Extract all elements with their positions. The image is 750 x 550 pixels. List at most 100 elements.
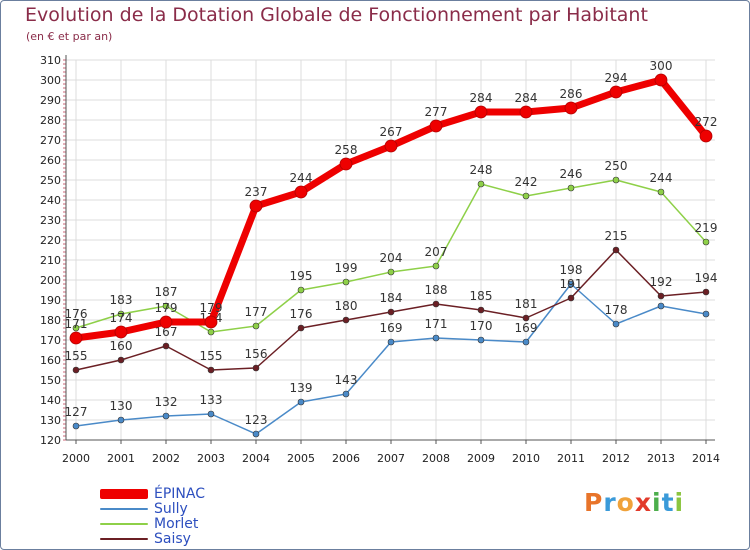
data-label-saisy: 167 xyxy=(155,325,178,339)
data-point-morlet xyxy=(432,262,440,270)
legend-swatch-epinac xyxy=(100,489,148,499)
data-point-sully xyxy=(522,338,530,346)
data-label-morlet: 207 xyxy=(425,245,448,259)
data-point--pinac xyxy=(294,185,308,199)
y-tick-label: 240 xyxy=(40,194,61,207)
data-label-sully: 139 xyxy=(290,381,313,395)
data-label-saisy: 194 xyxy=(695,271,718,285)
data-label--pinac: 179 xyxy=(200,301,223,315)
data-point-morlet xyxy=(477,180,485,188)
data-label-morlet: 195 xyxy=(290,269,313,283)
data-point-sully xyxy=(342,390,350,398)
x-tick-label: 2002 xyxy=(152,452,180,465)
legend-label-epinac: ÉPINAC xyxy=(154,486,205,502)
data-label-sully: 123 xyxy=(245,413,268,427)
y-tick-label: 170 xyxy=(40,334,61,347)
data-point--pinac xyxy=(564,101,578,115)
data-point--pinac xyxy=(114,325,128,339)
data-label--pinac: 237 xyxy=(245,185,268,199)
data-point-saisy xyxy=(297,324,305,332)
data-point--pinac xyxy=(159,315,173,329)
legend-label-saisy: Saisy xyxy=(154,531,191,547)
y-tick-label: 250 xyxy=(40,174,61,187)
data-label-sully: 171 xyxy=(425,317,448,331)
data-label-sully: 169 xyxy=(380,321,403,335)
data-point-morlet xyxy=(342,278,350,286)
legend-swatch-sully xyxy=(100,508,148,510)
data-label-morlet: 183 xyxy=(110,293,133,307)
data-label--pinac: 272 xyxy=(695,115,718,129)
data-label-morlet: 250 xyxy=(605,159,628,173)
logo-letter: o xyxy=(616,488,635,517)
data-label-morlet: 246 xyxy=(560,167,583,181)
y-tick-label: 190 xyxy=(40,294,61,307)
data-point-sully xyxy=(162,412,170,420)
data-point-saisy xyxy=(252,364,260,372)
x-tick-label: 2000 xyxy=(62,452,90,465)
data-point-sully xyxy=(117,416,125,424)
data-label-saisy: 191 xyxy=(560,277,583,291)
data-label--pinac: 258 xyxy=(335,143,358,157)
data-point-saisy xyxy=(432,300,440,308)
data-point-saisy xyxy=(612,246,620,254)
data-point--pinac xyxy=(339,157,353,171)
data-label--pinac: 286 xyxy=(560,87,583,101)
y-tick-label: 150 xyxy=(40,374,61,387)
data-label-morlet: 248 xyxy=(470,163,493,177)
data-label-saisy: 176 xyxy=(290,307,313,321)
data-label--pinac: 244 xyxy=(290,171,313,185)
data-label-saisy: 188 xyxy=(425,283,448,297)
y-tick-label: 290 xyxy=(40,94,61,107)
data-label--pinac: 267 xyxy=(380,125,403,139)
legend-swatch-saisy xyxy=(100,538,148,540)
x-tick-label: 2014 xyxy=(692,452,720,465)
data-label-saisy: 215 xyxy=(605,229,628,243)
data-label-saisy: 184 xyxy=(380,291,403,305)
y-tick-label: 270 xyxy=(40,134,61,147)
data-label-sully: 178 xyxy=(605,303,628,317)
data-label--pinac: 174 xyxy=(110,311,133,325)
data-label--pinac: 300 xyxy=(650,59,673,73)
y-tick-label: 230 xyxy=(40,214,61,227)
data-point-saisy xyxy=(477,306,485,314)
logo-letter: x xyxy=(634,488,652,517)
y-tick-label: 140 xyxy=(40,394,61,407)
data-point-sully xyxy=(432,334,440,342)
data-point-sully xyxy=(297,398,305,406)
y-tick-label: 260 xyxy=(40,154,61,167)
data-point--pinac xyxy=(654,73,668,87)
data-point-saisy xyxy=(207,366,215,374)
x-tick-label: 2008 xyxy=(422,452,450,465)
proxiti-logo: Proxiti xyxy=(584,488,684,517)
data-point--pinac xyxy=(204,315,218,329)
logo-letter: i xyxy=(652,488,662,517)
data-point-saisy xyxy=(387,308,395,316)
data-point-sully xyxy=(702,310,710,318)
data-label-saisy: 155 xyxy=(200,349,223,363)
data-point-saisy xyxy=(342,316,350,324)
data-point-saisy xyxy=(657,292,665,300)
data-label-sully: 132 xyxy=(155,395,178,409)
data-point-morlet xyxy=(162,302,170,310)
legend-label-morlet: Morlet xyxy=(154,516,199,532)
data-label--pinac: 284 xyxy=(470,91,493,105)
chart-title: Evolution de la Dotation Globale de Fonc… xyxy=(25,4,648,26)
data-point-saisy xyxy=(162,342,170,350)
y-tick-label: 300 xyxy=(40,74,61,87)
x-tick-label: 2006 xyxy=(332,452,360,465)
data-point-saisy xyxy=(117,356,125,364)
data-label-saisy: 160 xyxy=(110,339,133,353)
x-tick-label: 2004 xyxy=(242,452,270,465)
legend-label-sully: Sully xyxy=(154,501,188,517)
data-point-saisy xyxy=(567,294,575,302)
data-label-sully: 143 xyxy=(335,373,358,387)
y-tick-label: 200 xyxy=(40,274,61,287)
data-label-saisy: 192 xyxy=(650,275,673,289)
y-tick-label: 120 xyxy=(40,434,61,447)
data-point--pinac xyxy=(69,331,83,345)
chart-subtitle: (en € et par an) xyxy=(26,30,113,43)
data-point-morlet xyxy=(702,238,710,246)
data-point-morlet xyxy=(567,184,575,192)
data-label-sully: 133 xyxy=(200,393,223,407)
